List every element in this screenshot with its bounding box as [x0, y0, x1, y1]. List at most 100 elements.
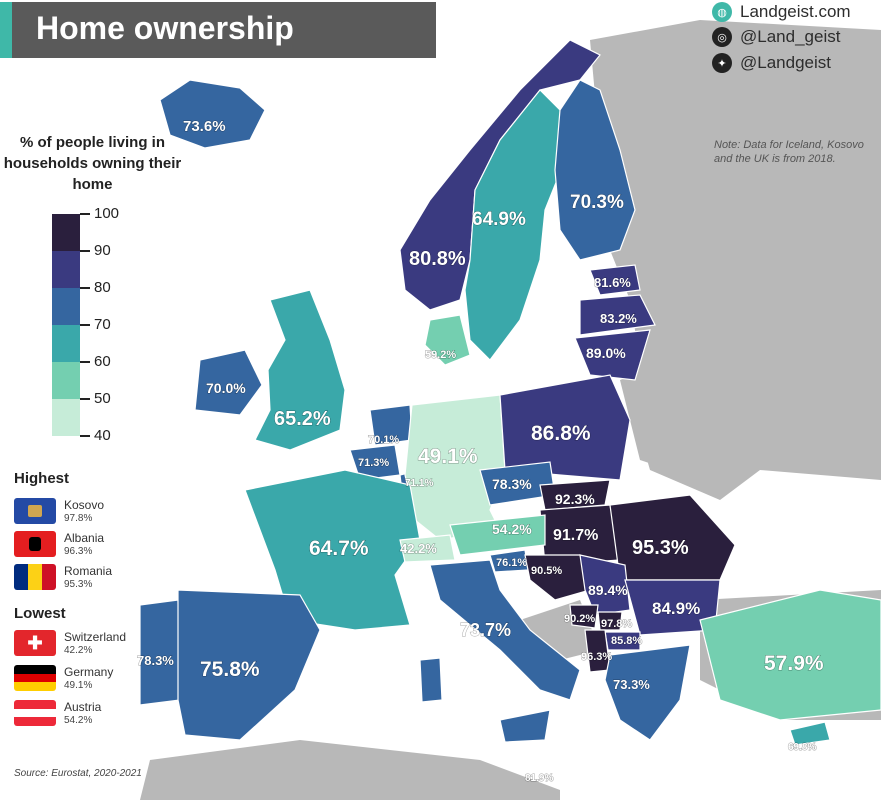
label-malta: 81.9% — [525, 773, 553, 784]
label-turkey: 57.9% — [764, 652, 824, 675]
instagram-handle: @Land_geist — [740, 27, 841, 46]
scale-tick-label: 40 — [80, 427, 111, 444]
label-poland: 86.8% — [531, 422, 591, 445]
label-bulgaria: 84.9% — [652, 599, 700, 618]
highest-heading: Highest — [14, 470, 70, 487]
scale-band-0 — [52, 214, 80, 251]
label-france: 64.7% — [309, 537, 369, 560]
lowest-heading: Lowest — [14, 605, 66, 622]
label-germany: 49.1% — [418, 445, 478, 468]
country-kosovo — [597, 611, 623, 631]
country-croatia — [524, 554, 591, 601]
instagram-icon: ◎ — [712, 27, 732, 47]
highest-1-country: Kosovo — [64, 498, 105, 512]
label-north-macedonia: 85.8% — [611, 635, 642, 647]
label-greece: 73.3% — [613, 677, 650, 692]
label-netherlands: 70.1% — [368, 434, 399, 446]
label-austria: 54.2% — [492, 521, 532, 537]
scale-tick-label: 50 — [80, 390, 111, 407]
highest-2-value: 96.3% — [64, 546, 93, 557]
country-iceland — [159, 79, 266, 149]
country-switzerland — [399, 534, 456, 563]
highest-3-value: 95.3% — [64, 579, 93, 590]
source-note: Source: Eurostat, 2020-2021 — [14, 768, 142, 779]
label-cyprus: 69.8% — [788, 742, 816, 753]
switzerland-flag-icon: ✚ — [14, 630, 56, 656]
romania-flag-icon — [14, 564, 56, 590]
country-estonia — [589, 264, 641, 296]
highest-1-value: 97.8% — [64, 513, 93, 524]
label-finland: 70.3% — [570, 192, 624, 213]
globe-icon: ◍ — [712, 2, 732, 22]
label-romania: 95.3% — [632, 537, 689, 559]
twitter-handle: @Landgeist — [740, 53, 831, 72]
country-montenegro — [569, 604, 599, 629]
label-norway: 80.8% — [409, 248, 466, 270]
label-montenegro: 90.2% — [564, 613, 595, 625]
country-lithuania — [574, 329, 651, 381]
label-iceland: 73.6% — [183, 118, 226, 135]
label-denmark: 59.2% — [425, 349, 456, 361]
country-greece — [604, 644, 691, 741]
lowest-3-country: Austria — [64, 700, 102, 714]
website-text: Landgeist.com — [740, 2, 851, 21]
page-title: Home ownership — [36, 10, 294, 46]
title-accent-stripe — [0, 2, 12, 58]
twitter-icon: ✦ — [712, 53, 732, 73]
label-portugal: 78.3% — [137, 653, 174, 668]
country-cyprus — [789, 721, 831, 746]
label-sweden: 64.9% — [472, 209, 526, 230]
country-austria — [449, 514, 546, 556]
country-sardinia — [419, 657, 443, 703]
lowest-2-value: 49.1% — [64, 680, 93, 691]
label-lithuania: 89.0% — [586, 345, 626, 361]
highest-2-country: Albania — [64, 531, 105, 545]
lowest-1-value: 42.2% — [64, 645, 93, 656]
label-italy: 73.7% — [460, 620, 511, 640]
label-belgium: 71.3% — [358, 457, 389, 469]
country-italy — [429, 559, 581, 701]
austria-flag-icon — [14, 700, 56, 726]
lowest-1-country: Switzerland — [64, 630, 127, 644]
label-switzerland: 42.2% — [400, 541, 437, 556]
country-sweden — [464, 89, 566, 361]
scale-band-4 — [52, 362, 80, 399]
lowest-2-country: Germany — [64, 665, 114, 679]
highest-3-country: Romania — [64, 564, 113, 578]
social-website[interactable]: ◍ Landgeist.com — [712, 2, 851, 22]
label-luxembourg: 71.1% — [405, 478, 433, 489]
value-labels: 73.6% 80.8% 64.9% 70.3% 81.6% 83.2% 89.0… — [137, 118, 825, 785]
scale-tick-label: 80 — [80, 279, 111, 296]
label-croatia: 90.5% — [531, 565, 562, 577]
label-spain: 75.8% — [200, 658, 260, 681]
country-finland — [554, 79, 636, 261]
country-ireland — [194, 349, 263, 416]
social-twitter[interactable]: ✦ @Landgeist — [712, 53, 831, 73]
label-czechia: 78.3% — [492, 476, 532, 492]
country-latvia — [579, 294, 656, 336]
scale-band-3 — [52, 325, 80, 362]
label-kosovo: 97.8% — [601, 618, 632, 630]
germany-flag-icon — [14, 665, 56, 691]
label-estonia: 81.6% — [594, 275, 631, 290]
scale-band-2 — [52, 288, 80, 325]
scale-band-5 — [52, 399, 80, 436]
scale-tick-label: 90 — [80, 242, 111, 259]
albania-flag-icon — [14, 531, 56, 557]
country-turkey — [699, 589, 881, 721]
kosovo-flag-icon — [14, 498, 56, 524]
social-instagram[interactable]: ◎ @Land_geist — [712, 27, 840, 47]
country-spain — [177, 589, 321, 741]
countries — [139, 39, 881, 746]
country-sicily — [499, 709, 551, 743]
scale-tick-label: 100 — [80, 205, 119, 222]
label-albania: 96.3% — [581, 651, 612, 663]
color-scale — [52, 214, 80, 436]
country-uk — [254, 289, 346, 451]
country-denmark — [424, 314, 471, 366]
scale-band-1 — [52, 251, 80, 288]
lowest-3-value: 54.2% — [64, 715, 93, 726]
title-banner: Home ownership — [0, 2, 436, 58]
data-note: Note: Data for Iceland, Kosovo and the U… — [714, 139, 864, 165]
